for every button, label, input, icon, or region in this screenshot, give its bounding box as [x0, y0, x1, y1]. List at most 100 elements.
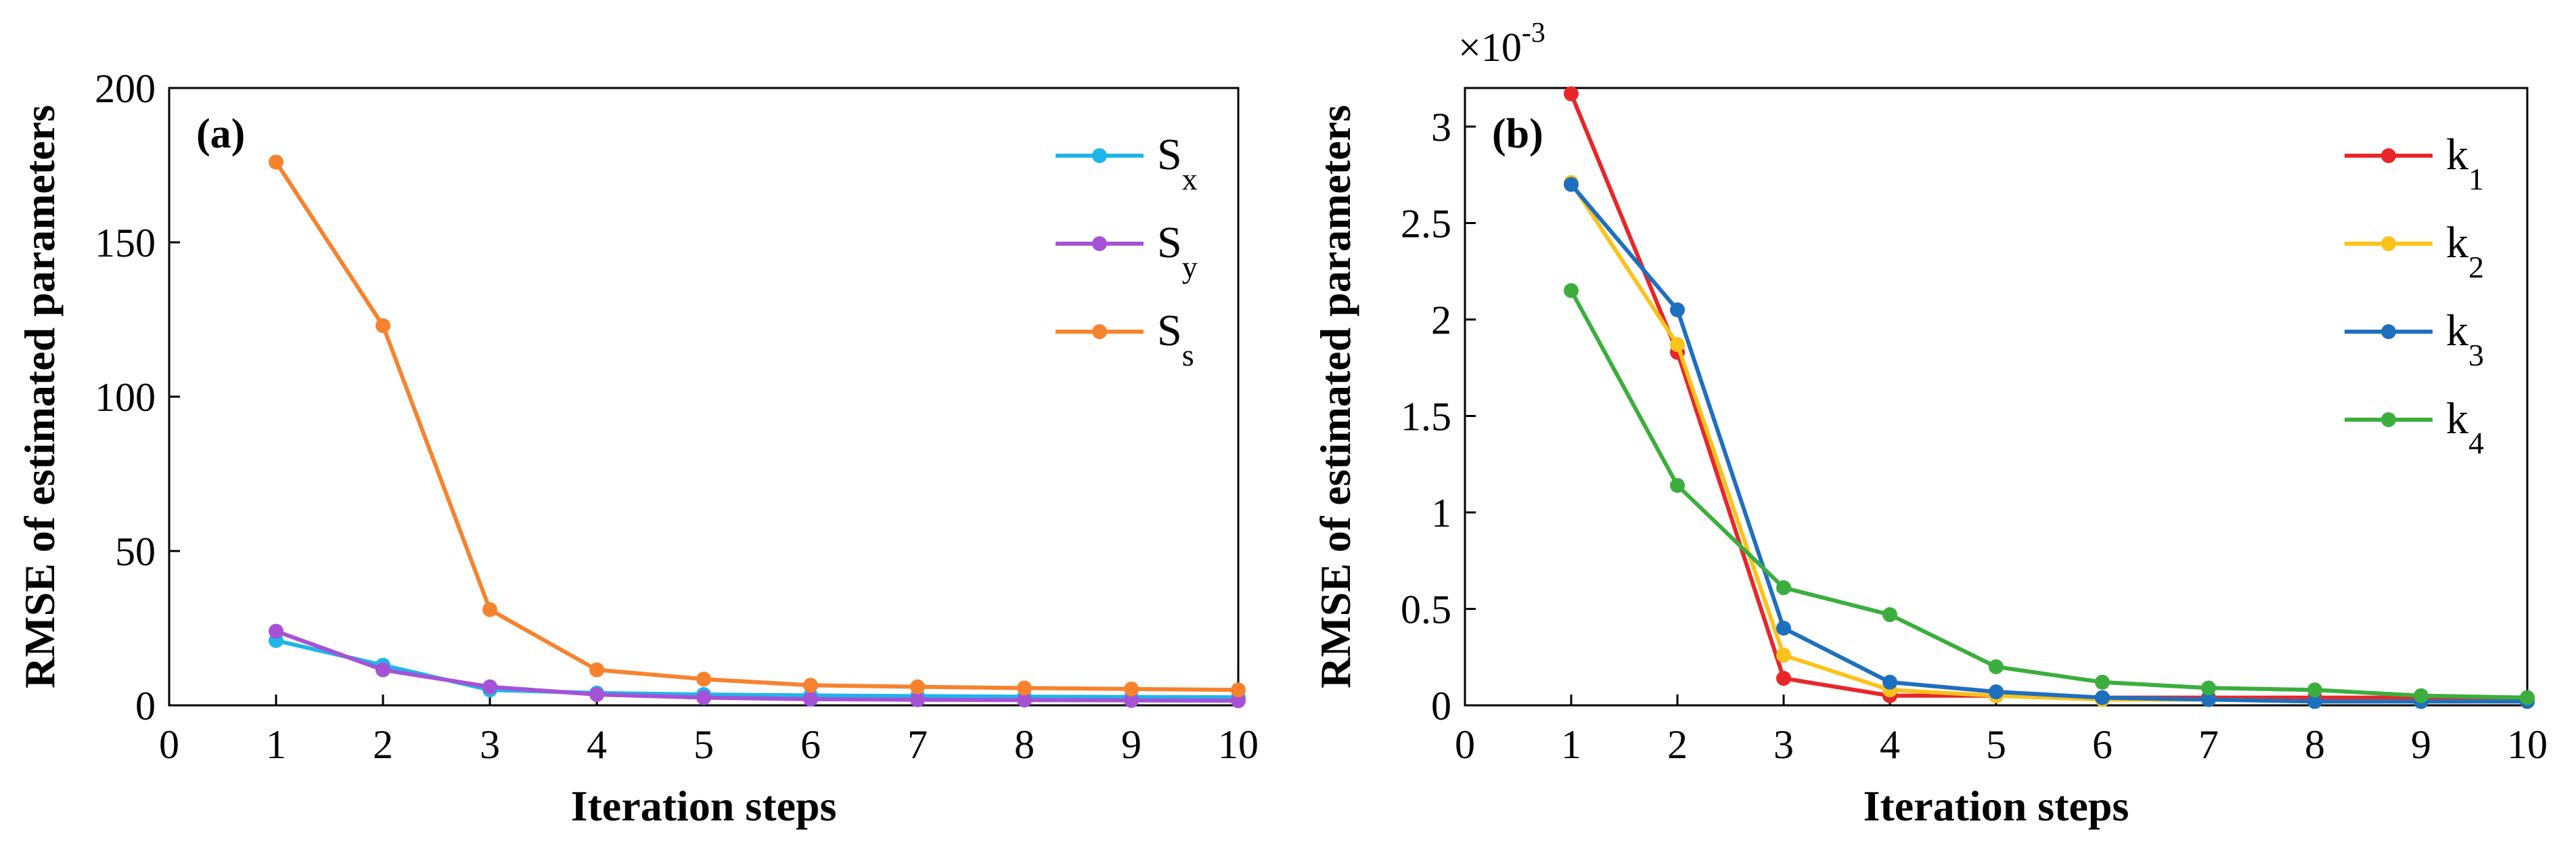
data-point: [1564, 86, 1579, 102]
y-tick-label: 3: [1431, 105, 1451, 150]
data-point: [1124, 692, 1139, 708]
legend-label-subscript: 1: [2468, 162, 2484, 196]
legend-label-subscript: 3: [2468, 338, 2484, 372]
series-k4: [1564, 283, 2535, 705]
legend-label: k4: [2446, 394, 2484, 460]
data-point: [2201, 680, 2216, 696]
data-point: [2520, 690, 2535, 705]
data-point: [1989, 684, 2004, 700]
data-point: [269, 154, 284, 170]
x-axis-title: Iteration steps: [1863, 782, 2129, 830]
y-tick-label: 1: [1431, 491, 1451, 535]
y-tick-label: 1.5: [1401, 395, 1451, 439]
x-tick-label: 7: [907, 722, 928, 767]
panel-label: (a): [196, 111, 245, 157]
data-point: [910, 679, 925, 695]
x-tick-label: 10: [2507, 722, 2548, 767]
legend-swatch-marker: [1092, 148, 1107, 163]
legend-label: k3: [2446, 306, 2484, 372]
series-sy: [269, 623, 1246, 709]
legend-label-main: k: [2446, 394, 2468, 443]
data-point: [1670, 302, 1685, 317]
data-point: [482, 602, 497, 617]
data-point: [1564, 283, 1579, 299]
x-tick-label: 2: [1667, 722, 1688, 767]
series-k2: [1564, 175, 2535, 709]
data-point: [2095, 674, 2110, 690]
x-axis-title: Iteration steps: [571, 782, 837, 830]
legend-entry-k2: k2: [2345, 218, 2484, 284]
chart-panel-b: 0 1 2 3 4 5 6 7 8 9 10 0 0.5 1 1.5 2 2.5 3 Iteration steps…: [1311, 18, 2548, 830]
x-tick-label: 3: [1773, 722, 1794, 767]
data-point: [589, 662, 604, 678]
y-tick-label: 0.5: [1401, 588, 1451, 632]
legend-entry-k4: k4: [2345, 394, 2484, 460]
legend-swatch-marker: [2381, 324, 2396, 339]
data-point: [1776, 647, 1791, 663]
x-tick-label: 0: [1455, 722, 1475, 767]
data-point: [1564, 177, 1579, 192]
y-axis-title: RMSE of estimated parameters: [1311, 105, 1359, 688]
legend-entry-k3: k3: [2345, 306, 2484, 372]
y-tick-label: 2: [1431, 298, 1451, 343]
data-point: [1882, 674, 1897, 690]
legend-entry-sy: Sy: [1056, 218, 1198, 284]
data-point: [2307, 694, 2322, 709]
data-point: [1670, 337, 1685, 353]
legend-label-subscript: y: [1182, 250, 1198, 284]
data-point: [1017, 680, 1032, 696]
x-tick-label: 9: [2411, 722, 2431, 767]
data-point: [269, 623, 284, 639]
axes-frame: [168, 87, 1240, 707]
legend-label: Sy: [1157, 218, 1198, 284]
y-exponent-prefix: ×10: [1458, 25, 1522, 70]
data-point: [1017, 692, 1032, 708]
legend-swatch-marker: [2381, 412, 2396, 427]
series-line: [1569, 289, 2528, 700]
x-tick-label: 2: [373, 722, 393, 767]
y-tick-label: 2.5: [1401, 202, 1451, 246]
data-point: [2201, 692, 2216, 707]
x-tick-label: 10: [1218, 722, 1259, 767]
data-point: [696, 671, 711, 687]
series-sx: [269, 633, 1246, 705]
x-tick-label: 1: [1561, 722, 1581, 767]
legend-label-main: k: [2446, 306, 2468, 355]
data-point: [589, 687, 604, 703]
x-tick-label: 0: [159, 722, 179, 767]
legend-label: k1: [2446, 130, 2484, 196]
legend-swatch-marker: [1092, 324, 1107, 339]
legend-swatch-marker: [1092, 236, 1107, 251]
x-tick-label: 3: [480, 722, 500, 767]
legend-label-main: k: [2446, 218, 2468, 267]
legend-entry-k1: k1: [2345, 130, 2484, 196]
y-tick-label: 0: [135, 684, 156, 728]
series-line: [275, 629, 1239, 703]
legend-label-subscript: s: [1182, 338, 1194, 372]
legend-label-subscript: 2: [2468, 250, 2484, 284]
y-tick-label: 50: [115, 529, 156, 574]
data-point: [1670, 478, 1685, 493]
data-point: [696, 690, 711, 705]
axes-frame: [1464, 87, 2529, 707]
x-tick-label: 8: [1014, 722, 1035, 767]
x-tick-label: 4: [587, 722, 607, 767]
legend-label-main: S: [1157, 218, 1182, 267]
x-tick-label: 7: [2198, 722, 2219, 767]
legend-label-main: S: [1157, 306, 1182, 355]
data-point: [1231, 682, 1246, 698]
legend-entry-sx: Sx: [1056, 130, 1198, 196]
x-tick-label: 6: [2092, 722, 2112, 767]
legend-swatch-marker: [2381, 236, 2396, 251]
series-line: [274, 160, 1239, 692]
data-point: [1882, 607, 1897, 623]
legend-label: Sx: [1157, 130, 1198, 196]
y-axis-title: RMSE of estimated parameters: [16, 105, 64, 688]
series-line: [1569, 93, 2528, 702]
data-point: [1776, 580, 1791, 596]
legend-label: Ss: [1157, 306, 1194, 372]
series-k3: [1564, 177, 2535, 709]
series-line: [1569, 183, 2527, 704]
legend-label-main: k: [2446, 130, 2468, 179]
